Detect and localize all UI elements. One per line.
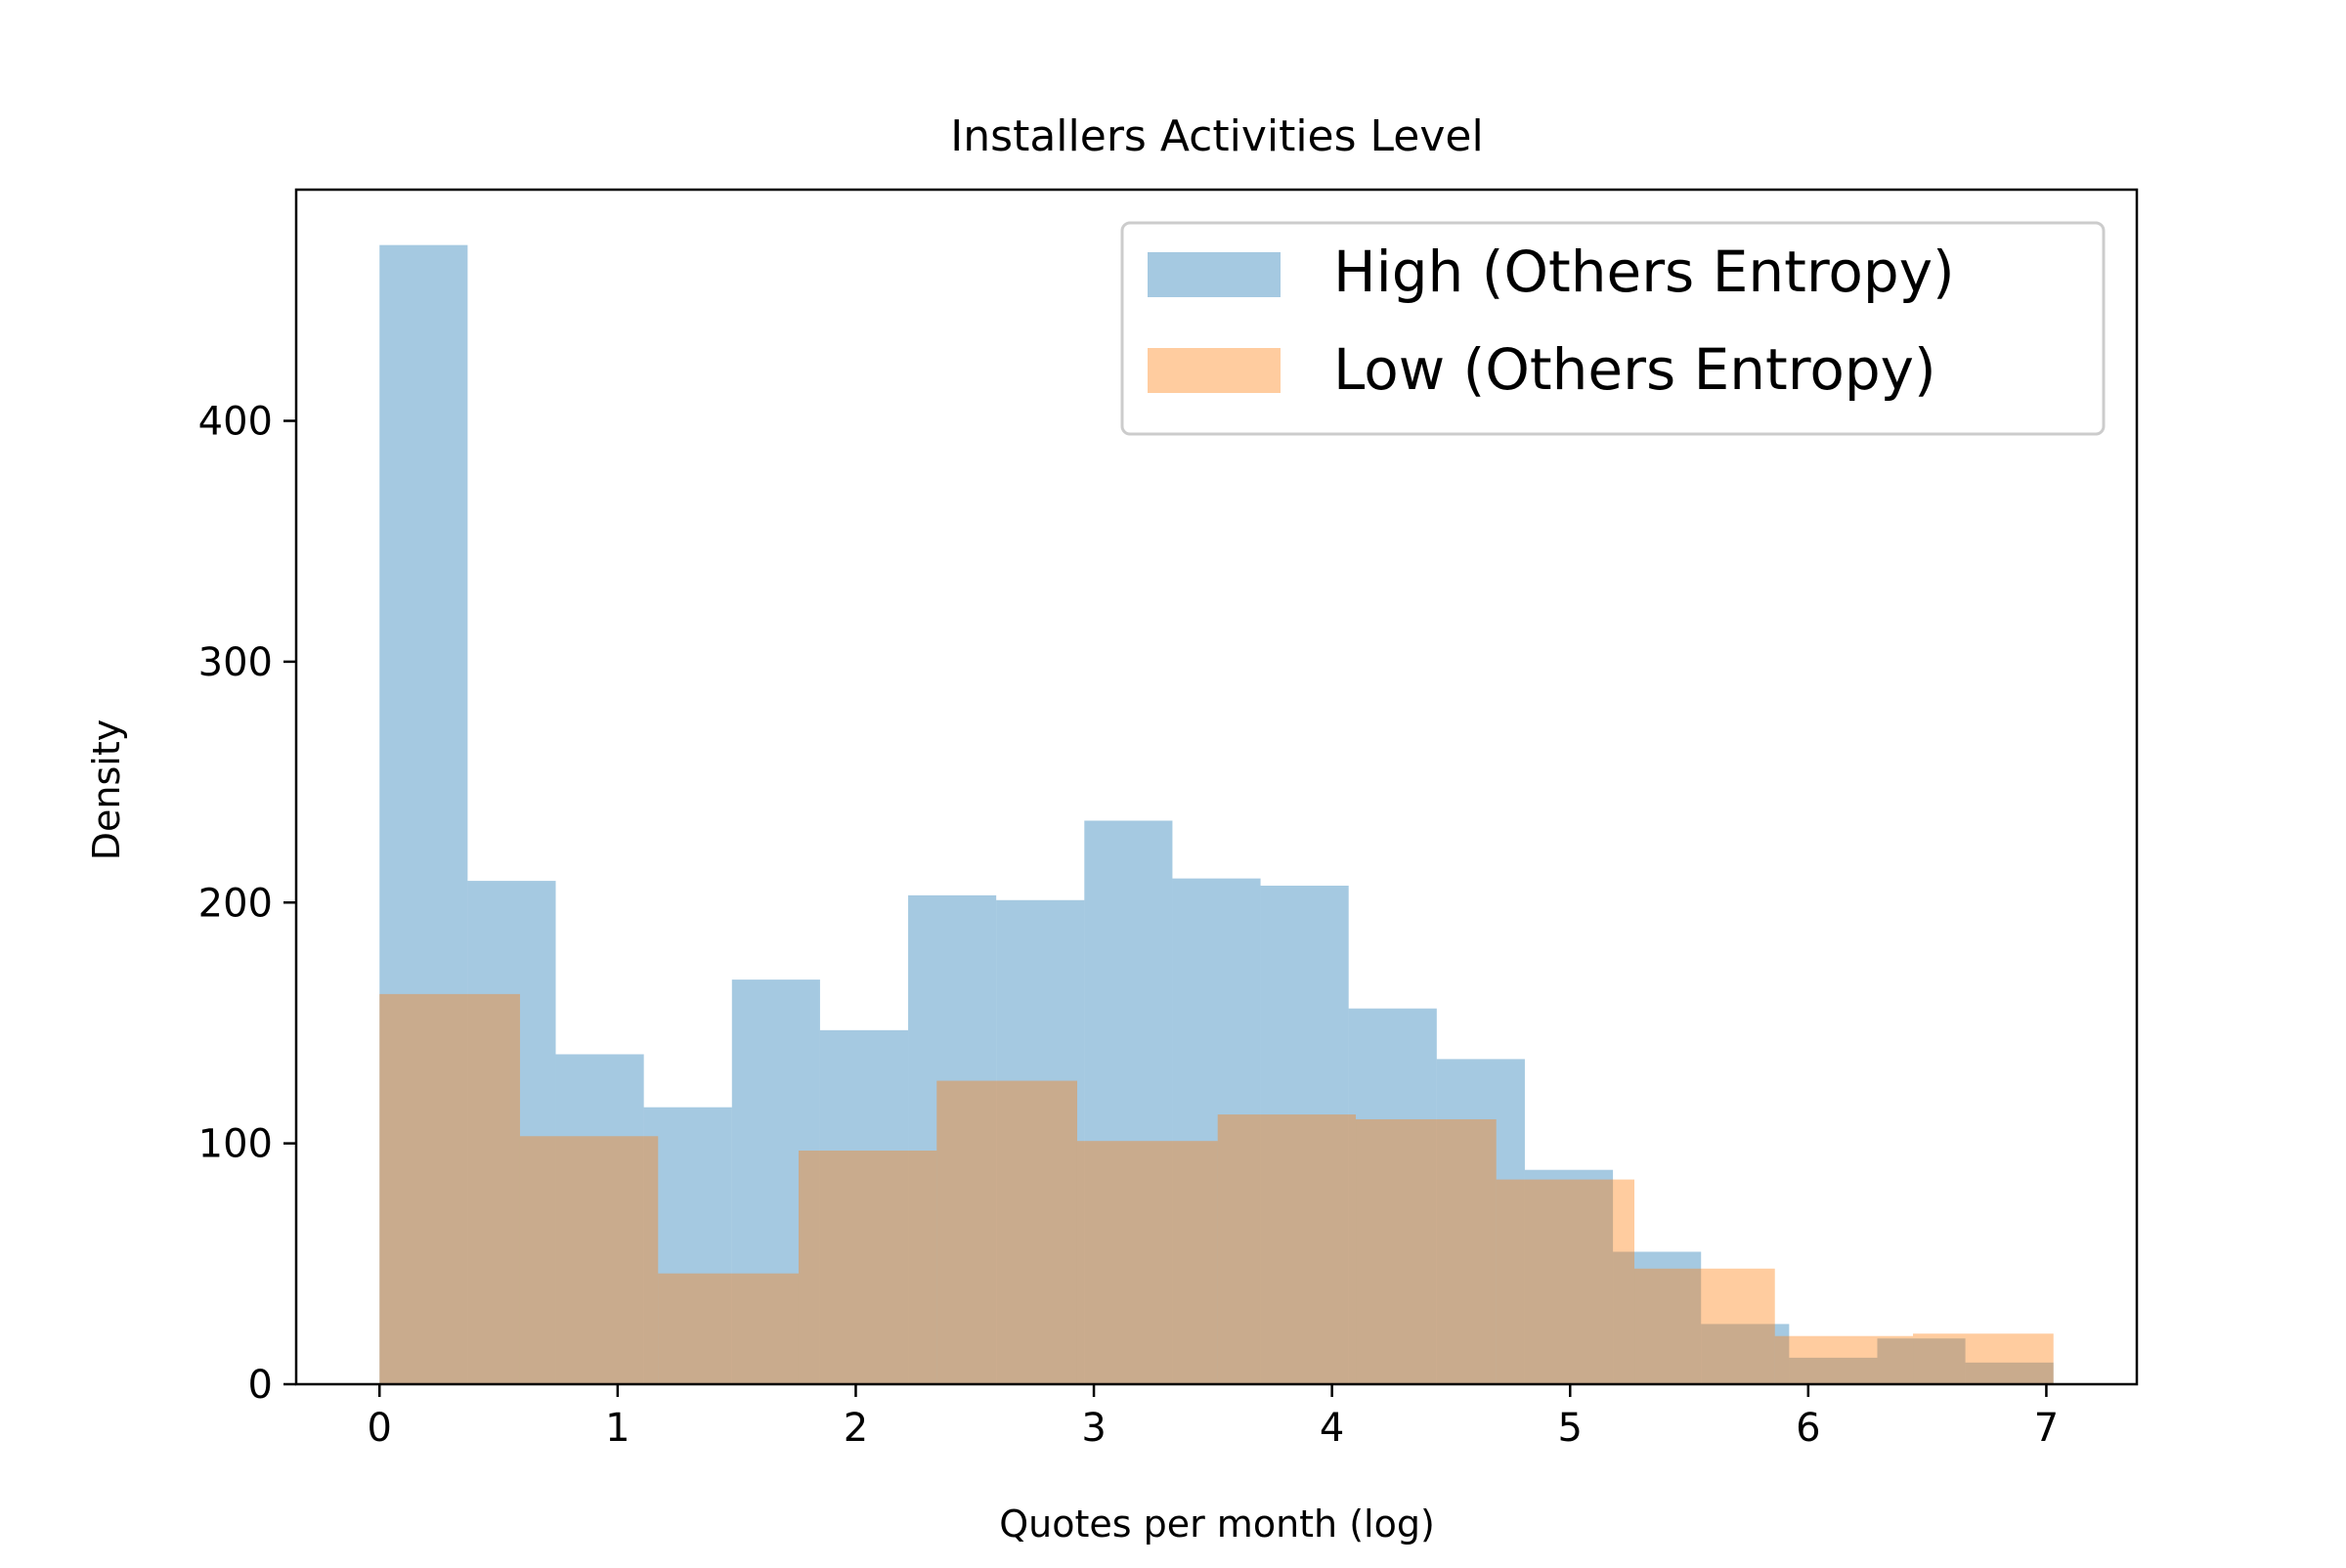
bar-high-15: [1701, 1324, 1790, 1384]
bar-high-1: [467, 881, 556, 1384]
x-tick-label: 4: [1320, 1406, 1344, 1451]
bar-high-7: [996, 899, 1085, 1384]
bar-low-0: [379, 993, 520, 1384]
x-tick-label: 1: [605, 1406, 630, 1451]
bar-high-11: [1348, 1008, 1437, 1384]
y-tick-label: 200: [198, 881, 273, 926]
x-tick-label: 2: [844, 1406, 868, 1451]
legend-swatch-high: [1148, 252, 1281, 297]
bar-low-2: [658, 1273, 799, 1384]
legend-label-high: High (Others Entropy): [1333, 239, 1955, 305]
bar-low-7: [1356, 1118, 1497, 1384]
legend-swatch-low: [1148, 348, 1281, 393]
bar-high-6: [908, 894, 997, 1384]
y-tick-label: 400: [198, 400, 273, 445]
bar-high-17: [1877, 1338, 1966, 1384]
y-axis-label: Density: [85, 719, 128, 860]
bar-high-0: [379, 244, 468, 1385]
legend-box: [1120, 221, 2106, 436]
bar-high-2: [555, 1054, 644, 1384]
bar-high-14: [1613, 1251, 1702, 1384]
bar-high-8: [1084, 820, 1173, 1384]
bar-high-4: [731, 980, 820, 1384]
bar-high-9: [1172, 878, 1261, 1384]
bar-low-11: [1913, 1333, 2054, 1384]
x-axis-label: Quotes per month (log): [999, 1503, 1435, 1546]
x-tick-label: 7: [2034, 1406, 2059, 1451]
plot-frame: [294, 188, 2139, 1386]
bar-low-3: [798, 1151, 937, 1384]
y-tick-label: 0: [248, 1363, 273, 1408]
bar-high-13: [1524, 1169, 1614, 1384]
bars-layer: [379, 244, 2054, 1385]
y-tick-label: 100: [198, 1122, 273, 1167]
y-tick-label: 300: [198, 640, 273, 685]
bar-low-1: [519, 1136, 659, 1384]
x-tick-label: 0: [368, 1406, 392, 1451]
legend-label-low: Low (Others Entropy): [1333, 336, 1936, 403]
bar-high-12: [1436, 1059, 1525, 1384]
bar-high-3: [643, 1107, 732, 1384]
bar-high-18: [1965, 1362, 2054, 1384]
bar-low-4: [936, 1080, 1077, 1384]
x-tick-label: 3: [1081, 1406, 1106, 1451]
y-axis: 0 100 200 300 400: [198, 400, 296, 1408]
bar-low-5: [1076, 1141, 1218, 1384]
bar-low-10: [1774, 1335, 1914, 1384]
x-axis: 0 1 2 3 4 5 6 7: [368, 1384, 2059, 1451]
x-tick-label: 5: [1558, 1406, 1583, 1451]
bar-high-16: [1789, 1357, 1878, 1384]
bar-high-10: [1260, 886, 1349, 1384]
bar-high-5: [819, 1029, 909, 1384]
legend: High (Others Entropy) Low (Others Entrop…: [1120, 221, 2106, 436]
x-tick-label: 6: [1796, 1406, 1820, 1451]
bar-low-8: [1496, 1179, 1635, 1384]
chart-title: Installers Activities Level: [950, 111, 1483, 161]
bar-low-6: [1217, 1114, 1357, 1384]
bar-low-9: [1634, 1268, 1775, 1384]
